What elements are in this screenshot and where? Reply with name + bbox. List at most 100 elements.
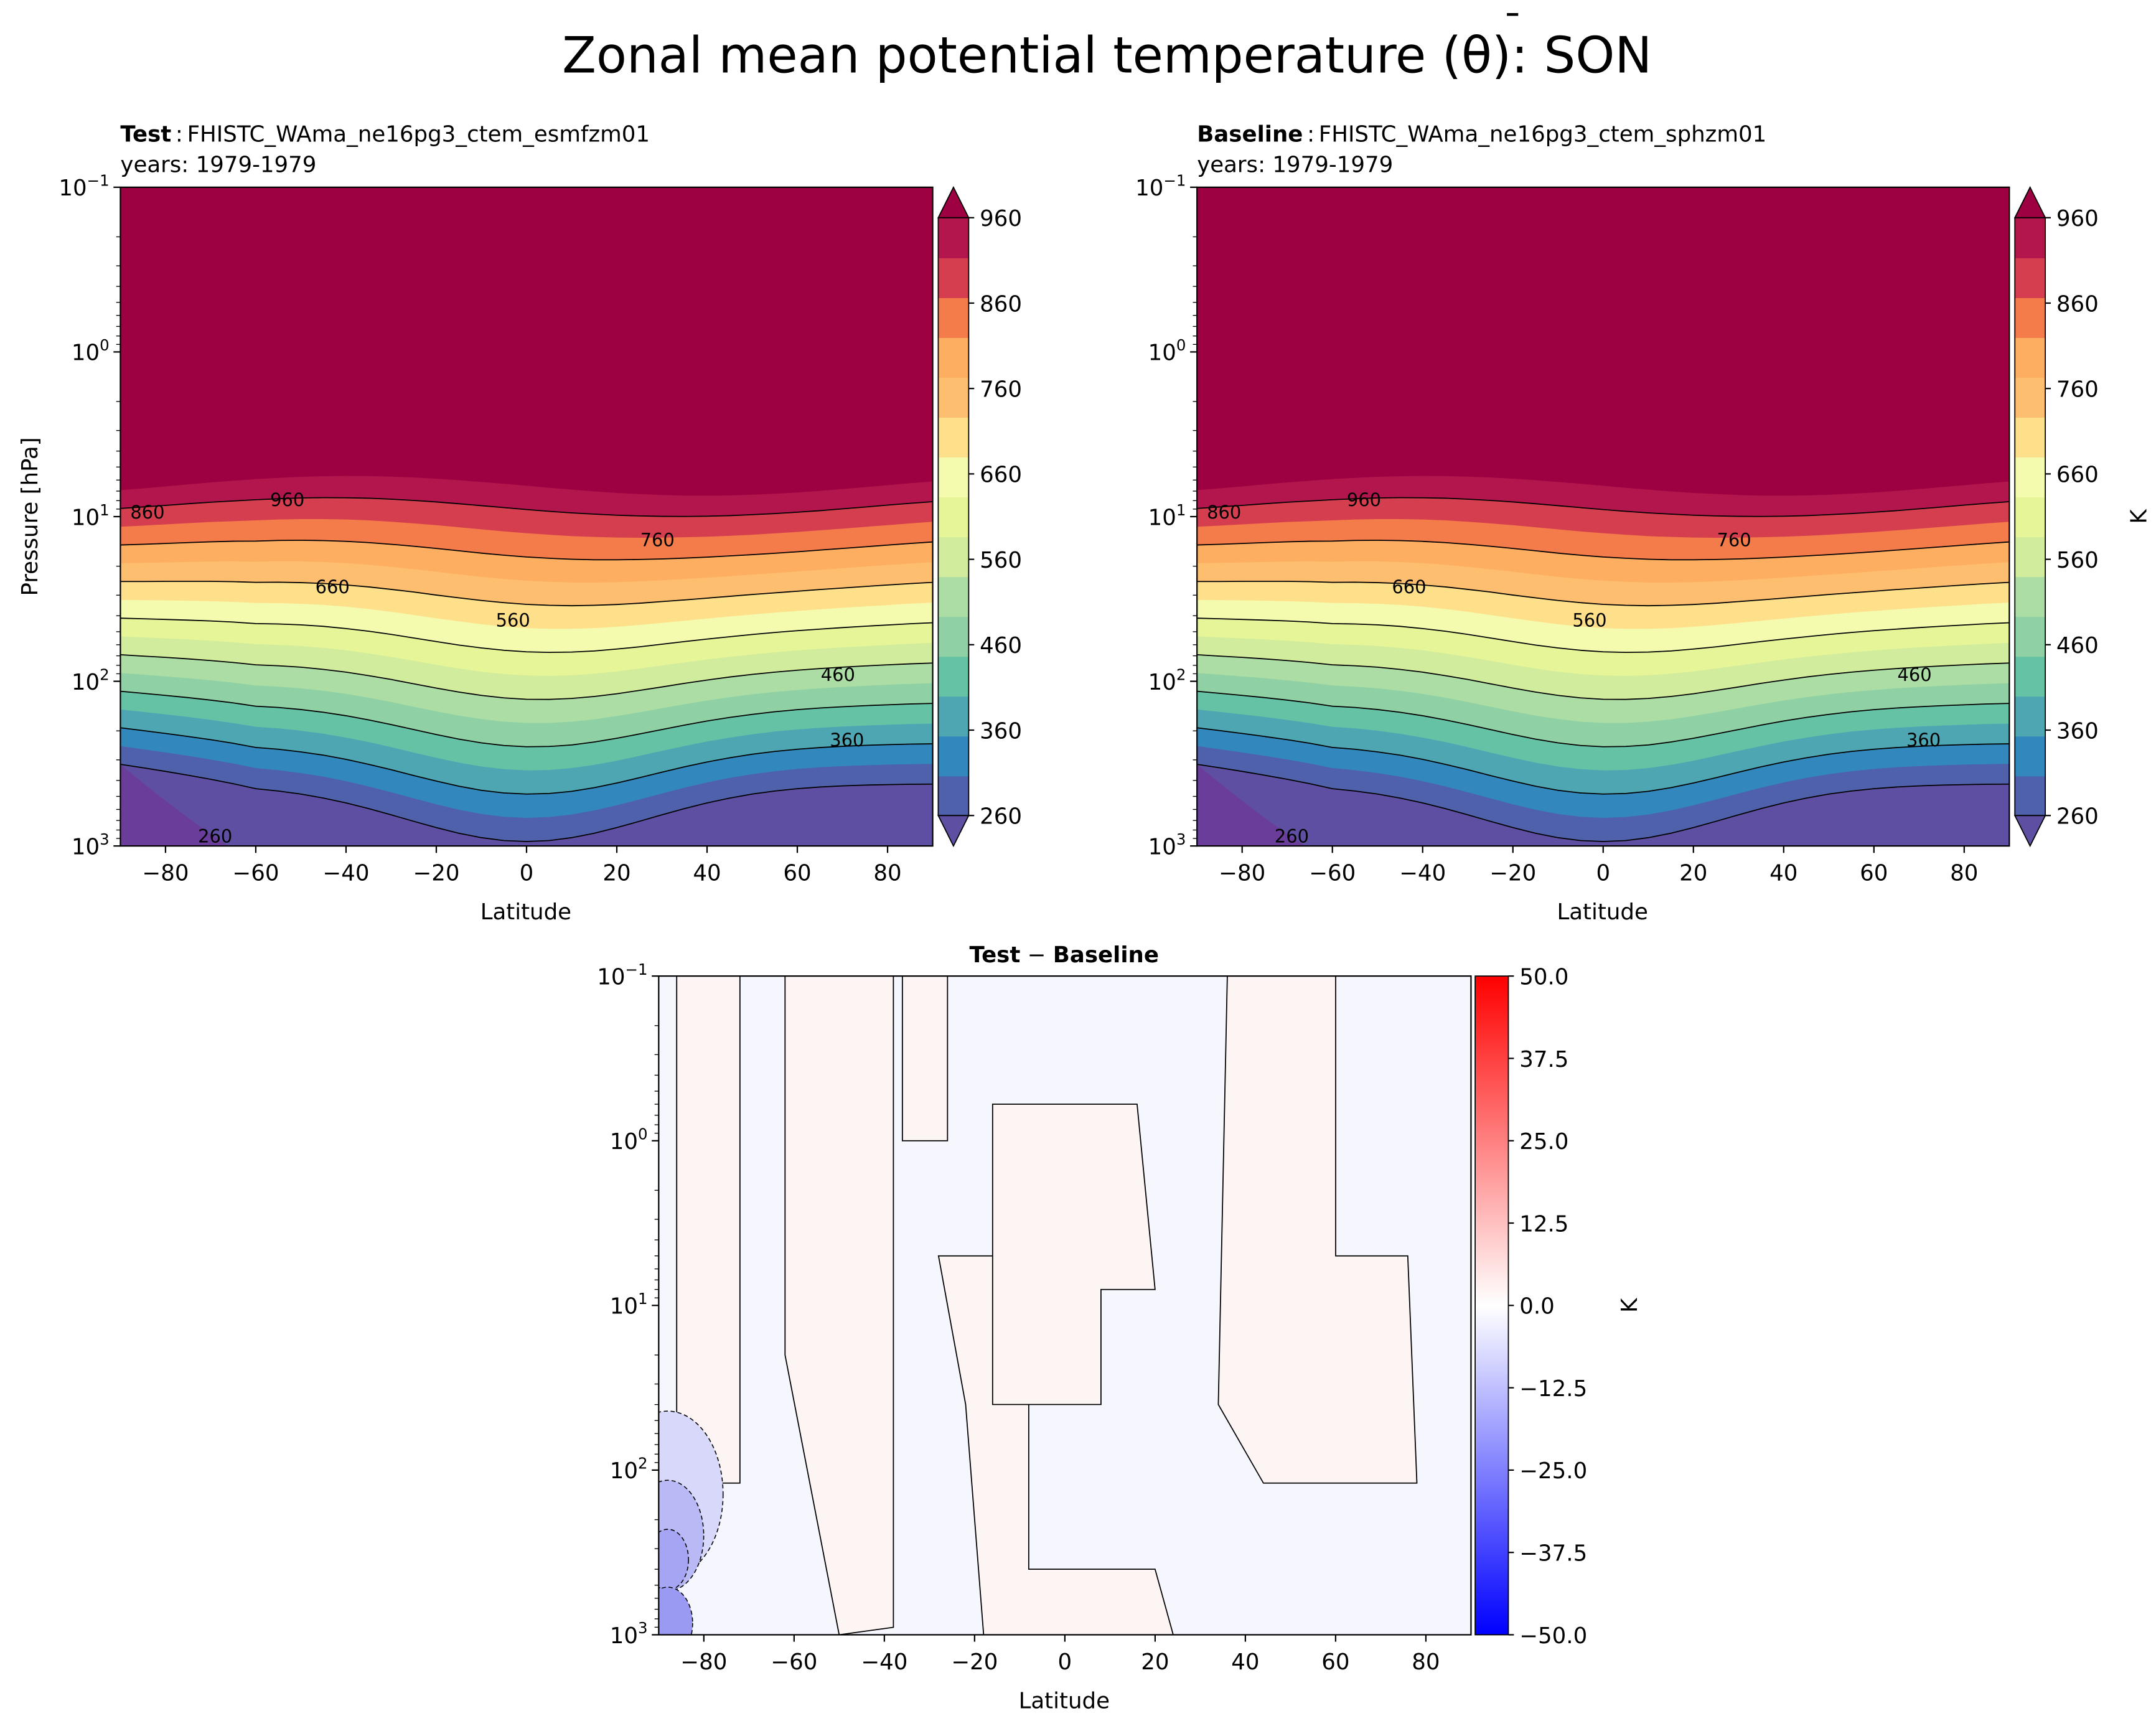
x-tick-label: 60 bbox=[783, 861, 811, 886]
colorbar-tick-label-860: 860 bbox=[2056, 291, 2099, 317]
x-tick-label: 20 bbox=[602, 861, 630, 886]
contour-label-860: 860 bbox=[1207, 502, 1241, 523]
test-xlabel: Latitude bbox=[480, 899, 571, 925]
positive-region bbox=[784, 976, 894, 1635]
x-tick-label: −40 bbox=[322, 861, 369, 886]
colorbar-tick-label-960: 960 bbox=[980, 206, 1022, 232]
colorbar-tick-label-12.5: 12.5 bbox=[1519, 1211, 1568, 1237]
colorbar-tick-label-−50.0: −50.0 bbox=[1519, 1623, 1587, 1649]
colorbar: 260 360 460 560 660 760 860 960 bbox=[2013, 185, 2099, 848]
contour-label-960: 960 bbox=[270, 489, 304, 510]
colorbar-band bbox=[938, 537, 969, 578]
contour-line bbox=[120, 497, 933, 517]
y-tick-label: 103 bbox=[1148, 830, 1186, 860]
band-16 bbox=[120, 187, 933, 496]
x-tick-label: −60 bbox=[771, 1649, 817, 1675]
difference-title-op: − bbox=[1020, 942, 1052, 968]
negative-region bbox=[659, 1529, 689, 1591]
x-tick-label: 0 bbox=[520, 861, 534, 886]
band-16 bbox=[1197, 187, 2010, 496]
colorbar-tick-label-260: 260 bbox=[2056, 804, 2099, 830]
colorbar-band bbox=[938, 736, 969, 777]
x-tick-label: 40 bbox=[693, 861, 721, 886]
colorbar-frame bbox=[937, 217, 970, 817]
contour-label-760: 760 bbox=[1717, 530, 1751, 551]
colorbar-tick-label-−25.0: −25.0 bbox=[1519, 1458, 1587, 1484]
y-tick-label: 101 bbox=[1148, 501, 1186, 531]
contour-line bbox=[1197, 727, 2010, 795]
contour-label-760: 760 bbox=[640, 530, 675, 551]
contour-label-560: 560 bbox=[496, 609, 530, 631]
x-tick-label: −40 bbox=[1399, 861, 1446, 886]
baseline-label-bold: Baseline bbox=[1197, 121, 1303, 147]
colorbar-band bbox=[2015, 496, 2046, 538]
colorbar-band bbox=[2015, 456, 2046, 498]
colorbar-band bbox=[2015, 416, 2046, 458]
contour-label-360: 360 bbox=[1906, 729, 1941, 751]
colorbar-band bbox=[938, 496, 969, 538]
colorbar-band bbox=[938, 377, 969, 418]
positive-region bbox=[676, 976, 741, 1484]
figure-title: Zonal mean potential temperature (θ): SO… bbox=[562, 26, 1652, 84]
contour-line bbox=[120, 540, 933, 561]
contour-label-660: 660 bbox=[1392, 576, 1426, 598]
title-suffix: ): SON bbox=[1492, 26, 1652, 84]
colorbar-tick-label-260: 260 bbox=[980, 804, 1022, 830]
colorbar-band bbox=[938, 576, 969, 617]
contour-line bbox=[120, 654, 933, 700]
x-tick-label: 60 bbox=[1321, 1649, 1349, 1675]
positive-region bbox=[991, 1104, 1156, 1405]
test-label: Test: FHISTC_WAma_ne16pg3_ctem_esmfzm01 bbox=[120, 121, 650, 147]
colorbar-band bbox=[938, 217, 969, 258]
contour-line bbox=[120, 581, 933, 607]
colorbar-band bbox=[938, 416, 969, 458]
colorbar-band bbox=[938, 297, 969, 338]
baseline-label: Baseline: FHISTC_WAma_ne16pg3_ctem_sphzm0… bbox=[1197, 121, 1766, 147]
contour-line bbox=[1197, 764, 2010, 842]
x-tick-label: 60 bbox=[1860, 861, 1888, 886]
colorbar-tick-label-560: 560 bbox=[2056, 548, 2099, 573]
baseline-case-name: FHISTC_WAma_ne16pg3_ctem_sphzm01 bbox=[1319, 121, 1766, 147]
x-tick-label: 80 bbox=[1412, 1649, 1440, 1675]
contour-label-860: 860 bbox=[130, 502, 164, 523]
colorbar-extend-top bbox=[2013, 185, 2046, 218]
x-tick-label: −80 bbox=[680, 1649, 727, 1675]
difference-plot-area: 50.0 37.5 25.0 12.5 0.0 −12.5 −25.0 −37.5 −50.0 −… bbox=[597, 960, 1587, 1675]
colorbar-tick-label-560: 560 bbox=[980, 548, 1022, 573]
y-tick-label: 101 bbox=[610, 1290, 648, 1320]
colorbar-tick-label-−12.5: −12.5 bbox=[1519, 1376, 1587, 1402]
contour-label-360: 360 bbox=[830, 729, 864, 751]
colorbar-tick-label-360: 360 bbox=[980, 718, 1022, 744]
colorbar-tick-label-660: 660 bbox=[980, 462, 1022, 488]
colorbar-band bbox=[2015, 576, 2046, 617]
colorbar-tick-label-960: 960 bbox=[2056, 206, 2099, 232]
difference-colorbar-label: K bbox=[1617, 1297, 1643, 1313]
contour-line bbox=[120, 690, 933, 748]
test-panel: Test: FHISTC_WAma_ne16pg3_ctem_esmfzm01 y… bbox=[17, 121, 1022, 925]
y-tick-label: 103 bbox=[610, 1619, 648, 1649]
contour-line bbox=[1197, 654, 2010, 700]
contour-label-960: 960 bbox=[1347, 489, 1381, 510]
colorbar-frame bbox=[2014, 217, 2046, 817]
colorbar-extend-top bbox=[937, 185, 970, 218]
title-theta: θ bbox=[1461, 26, 1492, 84]
contour-line bbox=[1197, 617, 2010, 653]
colorbar-tick-label-25.0: 25.0 bbox=[1519, 1129, 1568, 1155]
contour-line bbox=[120, 617, 933, 653]
test-case-name: FHISTC_WAma_ne16pg3_ctem_esmfzm01 bbox=[187, 121, 650, 147]
y-tick-label: 100 bbox=[72, 336, 110, 366]
colorbar-band bbox=[2015, 776, 2046, 817]
colorbar-tick-label-460: 460 bbox=[980, 633, 1022, 659]
x-tick-label: 40 bbox=[1231, 1649, 1259, 1675]
difference-title: Test − Baseline bbox=[970, 942, 1159, 968]
colorbar-tick-label-760: 760 bbox=[2056, 377, 2099, 403]
polar-cold-region bbox=[120, 764, 229, 846]
colorbar-band bbox=[2015, 696, 2046, 737]
title-theta-bar: ¯ bbox=[1503, 6, 1522, 51]
colorbar-band bbox=[2015, 616, 2046, 657]
y-tick-label: 102 bbox=[72, 665, 110, 695]
x-tick-label: −60 bbox=[232, 861, 279, 886]
y-tick-label: 103 bbox=[72, 830, 110, 860]
x-tick-label: −60 bbox=[1309, 861, 1356, 886]
contour-label-460: 460 bbox=[1897, 664, 1931, 685]
